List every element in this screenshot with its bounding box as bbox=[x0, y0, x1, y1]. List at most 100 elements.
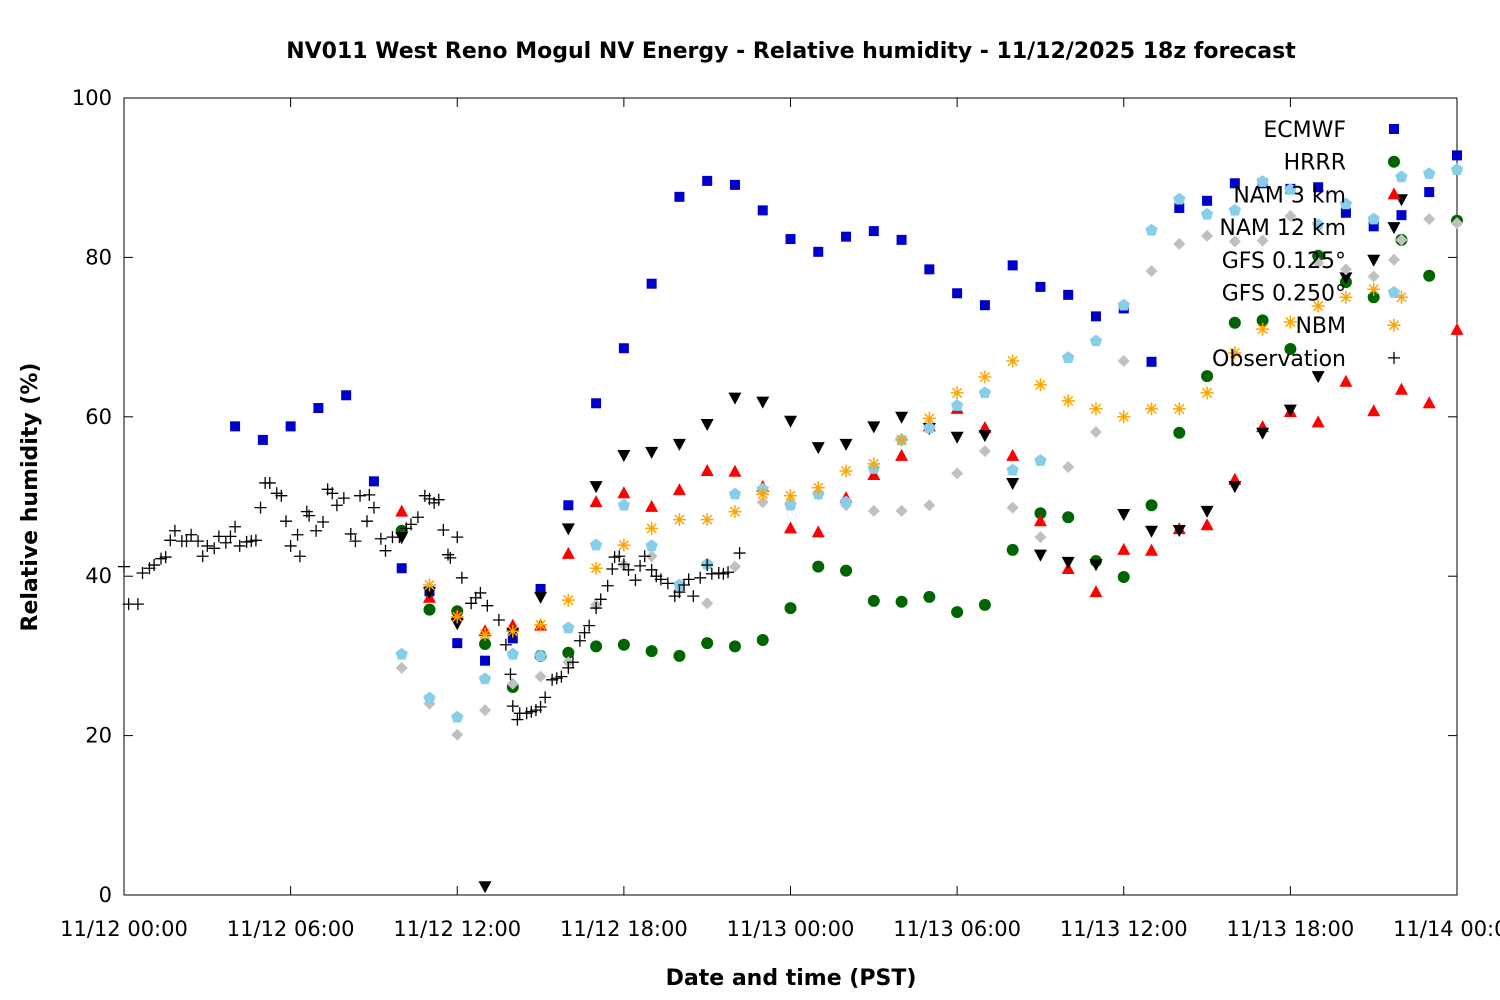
data-point-star bbox=[1367, 282, 1381, 296]
legend-plus-icon bbox=[1388, 351, 1400, 364]
data-point-triangle-up bbox=[811, 525, 825, 538]
data-point-plus bbox=[634, 559, 647, 572]
data-point-square bbox=[341, 390, 352, 401]
data-point-square bbox=[646, 278, 657, 289]
data-point-square bbox=[1202, 195, 1213, 206]
data-point-pentagon bbox=[1200, 207, 1214, 220]
data-point-square bbox=[1396, 210, 1407, 221]
x-tick-label: 11/12 18:00 bbox=[560, 917, 688, 941]
data-point-plus bbox=[330, 499, 343, 512]
data-point-plus bbox=[555, 670, 568, 683]
x-axis-title: Date and time (PST) bbox=[666, 966, 917, 991]
data-point-star bbox=[589, 561, 603, 575]
data-point-diamond bbox=[951, 467, 964, 480]
data-point-pentagon bbox=[1312, 218, 1325, 230]
data-point-star bbox=[1311, 299, 1325, 313]
data-point-triangle-down bbox=[422, 587, 436, 600]
data-point-diamond bbox=[1312, 256, 1325, 269]
data-point-square bbox=[1063, 289, 1074, 300]
data-point-triangle-up bbox=[672, 483, 686, 496]
data-point-diamond bbox=[1228, 235, 1241, 248]
data-point-diamond bbox=[895, 504, 908, 517]
y-tick-label: 20 bbox=[85, 724, 112, 748]
data-point-pentagon bbox=[1256, 175, 1269, 187]
data-point-pentagon bbox=[1062, 351, 1075, 364]
data-point-pentagon bbox=[562, 621, 575, 634]
data-point-pentagon bbox=[923, 421, 936, 434]
data-point-pentagon bbox=[1034, 454, 1047, 466]
data-point-plus bbox=[363, 488, 376, 501]
series-ecmwf bbox=[230, 150, 1462, 666]
data-point-circle bbox=[728, 640, 741, 653]
data-point-pentagon bbox=[645, 539, 658, 552]
data-point-circle bbox=[1006, 543, 1019, 556]
y-tick-label: 100 bbox=[72, 86, 112, 110]
data-point-square bbox=[1035, 281, 1046, 292]
data-point-square bbox=[230, 421, 241, 432]
data-point-circle bbox=[1367, 291, 1380, 304]
data-point-star bbox=[1339, 290, 1353, 304]
data-point-star bbox=[1283, 315, 1297, 329]
data-point-plus bbox=[293, 550, 306, 563]
data-point-square bbox=[1229, 178, 1240, 189]
data-point-triangle-up bbox=[1311, 415, 1325, 428]
data-point-triangle-down bbox=[728, 392, 742, 405]
data-point-diamond bbox=[1034, 531, 1047, 544]
data-point-circle bbox=[812, 560, 825, 573]
data-point-plus bbox=[303, 509, 316, 522]
data-point-plus bbox=[354, 489, 367, 502]
data-point-triangle-up bbox=[784, 521, 797, 534]
x-tick-label: 11/12 06:00 bbox=[227, 917, 355, 941]
data-point-plus bbox=[224, 530, 237, 543]
data-point-diamond bbox=[645, 550, 658, 563]
data-point-diamond bbox=[756, 496, 769, 509]
data-point-pentagon bbox=[784, 498, 797, 511]
data-point-triangle-up bbox=[561, 546, 575, 559]
data-point-plus bbox=[317, 516, 330, 529]
data-point-triangle-down bbox=[895, 411, 909, 424]
legend-label: NAM 3 km bbox=[1233, 183, 1346, 208]
legend-square-icon bbox=[1389, 124, 1399, 134]
data-point-triangle-down bbox=[645, 446, 659, 459]
data-point-plus bbox=[661, 577, 674, 590]
data-point-square bbox=[729, 179, 740, 190]
data-point-plus bbox=[506, 700, 519, 713]
data-point-plus bbox=[601, 579, 614, 592]
data-point-triangle-up bbox=[1394, 382, 1408, 395]
data-point-triangle-down bbox=[978, 430, 992, 443]
data-point-circle bbox=[423, 603, 436, 616]
data-point-star bbox=[839, 464, 853, 478]
data-point-plus bbox=[219, 536, 232, 549]
data-point-square bbox=[313, 403, 324, 414]
data-point-plus bbox=[360, 515, 373, 528]
data-point-plus bbox=[504, 668, 517, 681]
data-marks bbox=[118, 150, 1464, 894]
data-point-diamond bbox=[1339, 263, 1352, 276]
data-point-pentagon bbox=[1339, 197, 1353, 210]
data-point-diamond bbox=[1006, 501, 1019, 514]
data-point-triangle-down bbox=[839, 438, 853, 451]
data-point-pentagon bbox=[950, 399, 964, 411]
data-point-diamond bbox=[451, 728, 464, 741]
data-point-plus bbox=[208, 542, 221, 555]
data-point-circle bbox=[756, 633, 769, 646]
y-axis-title: Relative humidity (%) bbox=[18, 363, 43, 632]
data-point-pentagon bbox=[1089, 334, 1103, 347]
data-point-star bbox=[978, 370, 992, 384]
legend: ECMWF HRRR NAM 3 km NAM 12 km GFS 0.125° GFS … bbox=[1212, 118, 1401, 372]
data-point-star bbox=[1117, 410, 1131, 424]
data-point-diamond bbox=[923, 499, 936, 512]
data-point-square bbox=[591, 398, 602, 409]
data-point-circle bbox=[673, 649, 686, 662]
data-point-diamond bbox=[978, 445, 991, 458]
data-point-plus bbox=[606, 563, 619, 576]
data-point-triangle-down bbox=[478, 881, 492, 894]
data-point-diamond bbox=[728, 560, 741, 573]
data-point-plus bbox=[534, 700, 547, 713]
data-point-plus bbox=[168, 524, 181, 537]
data-point-triangle-up bbox=[1450, 322, 1464, 335]
data-point-pentagon bbox=[395, 647, 408, 660]
data-point-square bbox=[1424, 187, 1435, 198]
data-point-plus bbox=[481, 599, 494, 612]
data-point-plus bbox=[263, 476, 276, 489]
